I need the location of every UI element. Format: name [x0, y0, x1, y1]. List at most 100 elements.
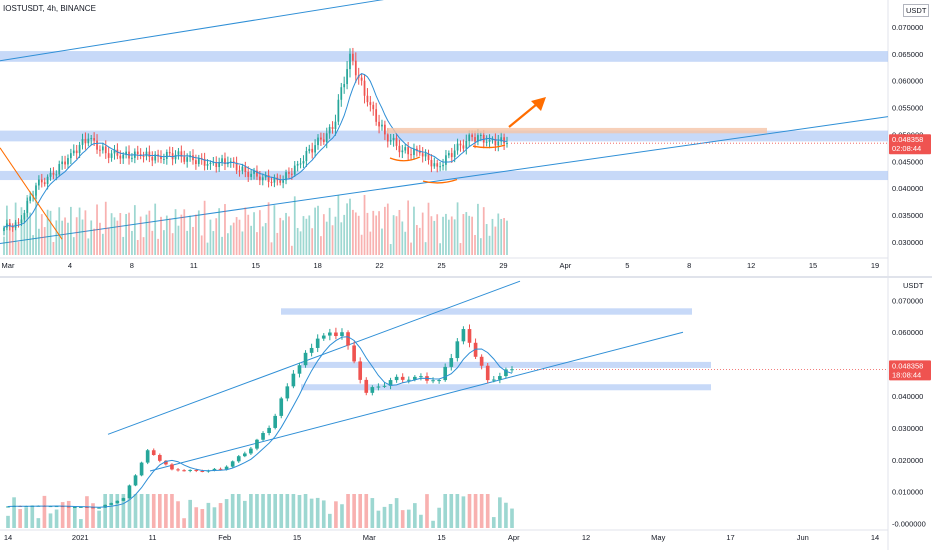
volume-bar — [49, 210, 52, 255]
candle-body — [221, 158, 223, 163]
volume-bar — [61, 220, 64, 255]
zone-band — [0, 51, 888, 62]
candle-body — [467, 329, 472, 343]
time-tick-label: 17 — [726, 533, 734, 542]
candle-body — [349, 53, 351, 70]
volume-bar — [26, 195, 29, 255]
volume-bar — [121, 494, 126, 528]
bottom-price-chart[interactable]: 0.0700000.0600000.0500000.0400000.030000… — [0, 278, 932, 550]
volume-bar — [321, 500, 326, 528]
time-tick-label: Apr — [508, 533, 520, 542]
orange-zone — [387, 127, 767, 134]
bottom-currency-label: USDT — [903, 281, 924, 290]
candle-body — [72, 150, 75, 154]
candle-body — [427, 153, 430, 160]
candle-body — [314, 145, 316, 153]
candle-body — [503, 137, 505, 144]
top-chart-pane[interactable]: 0.0700000.0650000.0600000.0550000.050000… — [0, 0, 932, 276]
zone-band — [301, 384, 711, 391]
time-tick-label: 19 — [871, 261, 879, 270]
volume-bar — [315, 497, 320, 528]
volume-bar — [139, 494, 144, 528]
candle-body — [465, 140, 468, 149]
zone-band — [301, 361, 711, 368]
volume-bar — [195, 214, 197, 255]
orange-curve — [422, 178, 458, 184]
candle-body — [443, 366, 448, 381]
candle-body — [334, 332, 338, 337]
volume-bar — [165, 215, 168, 255]
candle-body — [145, 151, 148, 157]
candle-body — [506, 142, 508, 144]
price-tick-label: 0.040000 — [892, 184, 923, 193]
candle-body — [195, 160, 197, 165]
volume-bar — [258, 210, 261, 255]
candle-body — [431, 380, 435, 382]
volume-bar — [340, 504, 344, 528]
volume-bar — [40, 214, 43, 255]
volume-bar — [66, 500, 71, 528]
volume-bar — [188, 499, 192, 528]
volume-bar — [343, 214, 346, 255]
volume-bar — [288, 216, 290, 255]
candle-body — [315, 338, 320, 348]
volume-bar — [151, 230, 154, 255]
volume-bar — [386, 203, 389, 255]
volume-bar — [101, 233, 104, 255]
candle-body — [85, 506, 89, 508]
volume-bar — [293, 196, 296, 255]
time-tick-label: 12 — [747, 261, 755, 270]
candle-body — [328, 127, 331, 134]
volume-bar — [334, 501, 338, 528]
candle-body — [148, 151, 151, 157]
volume-bar — [328, 207, 331, 255]
volume-bar — [467, 494, 472, 528]
bottom-chart-pane[interactable]: 0.0700000.0600000.0500000.0400000.030000… — [0, 278, 932, 550]
candle-body — [250, 173, 253, 177]
volume-bar — [366, 212, 369, 255]
candle-body — [343, 84, 346, 88]
time-tick-label: Feb — [218, 533, 231, 542]
volume-bar — [389, 244, 392, 255]
candle-body — [445, 155, 447, 165]
volume-bar — [72, 237, 75, 255]
zone-band — [281, 308, 692, 315]
candle-body — [70, 153, 72, 159]
time-tick-label: 22 — [375, 261, 383, 270]
volume-bar — [236, 494, 241, 528]
candle-body — [462, 145, 465, 149]
candle-body — [406, 379, 411, 381]
candle-body — [215, 162, 218, 168]
volume-bar — [224, 499, 229, 528]
volume-bar — [164, 494, 168, 528]
price-tick-label: 0.020000 — [892, 456, 923, 465]
candle-body — [358, 361, 363, 380]
candle-body — [296, 163, 299, 166]
top-price-chart[interactable]: 0.0700000.0650000.0600000.0550000.050000… — [0, 0, 932, 276]
candle-body — [285, 172, 287, 181]
volume-bar — [212, 231, 215, 255]
volume-bar — [194, 507, 199, 528]
volume-bar — [176, 501, 180, 528]
volume-bar — [180, 214, 183, 255]
volume-bar — [430, 216, 433, 255]
volume-bar — [378, 211, 380, 255]
volume-bar — [35, 195, 37, 255]
candle-body — [479, 134, 482, 136]
volume-bar — [96, 204, 98, 255]
volume-bar — [358, 494, 363, 528]
volume-bar — [148, 210, 151, 255]
pane-divider[interactable] — [0, 276, 932, 278]
time-tick-label: 15 — [809, 261, 817, 270]
candle-body — [11, 226, 14, 228]
volume-bar — [174, 209, 177, 255]
candle-body — [87, 138, 90, 144]
candle-body — [241, 166, 244, 171]
candle-body — [72, 507, 77, 509]
volume-bar — [142, 237, 145, 255]
candle-body — [229, 161, 232, 163]
candle-body — [101, 146, 104, 151]
top-currency-label[interactable]: USDT — [903, 4, 930, 17]
candle-body — [474, 137, 476, 142]
volume-bar — [273, 494, 278, 528]
